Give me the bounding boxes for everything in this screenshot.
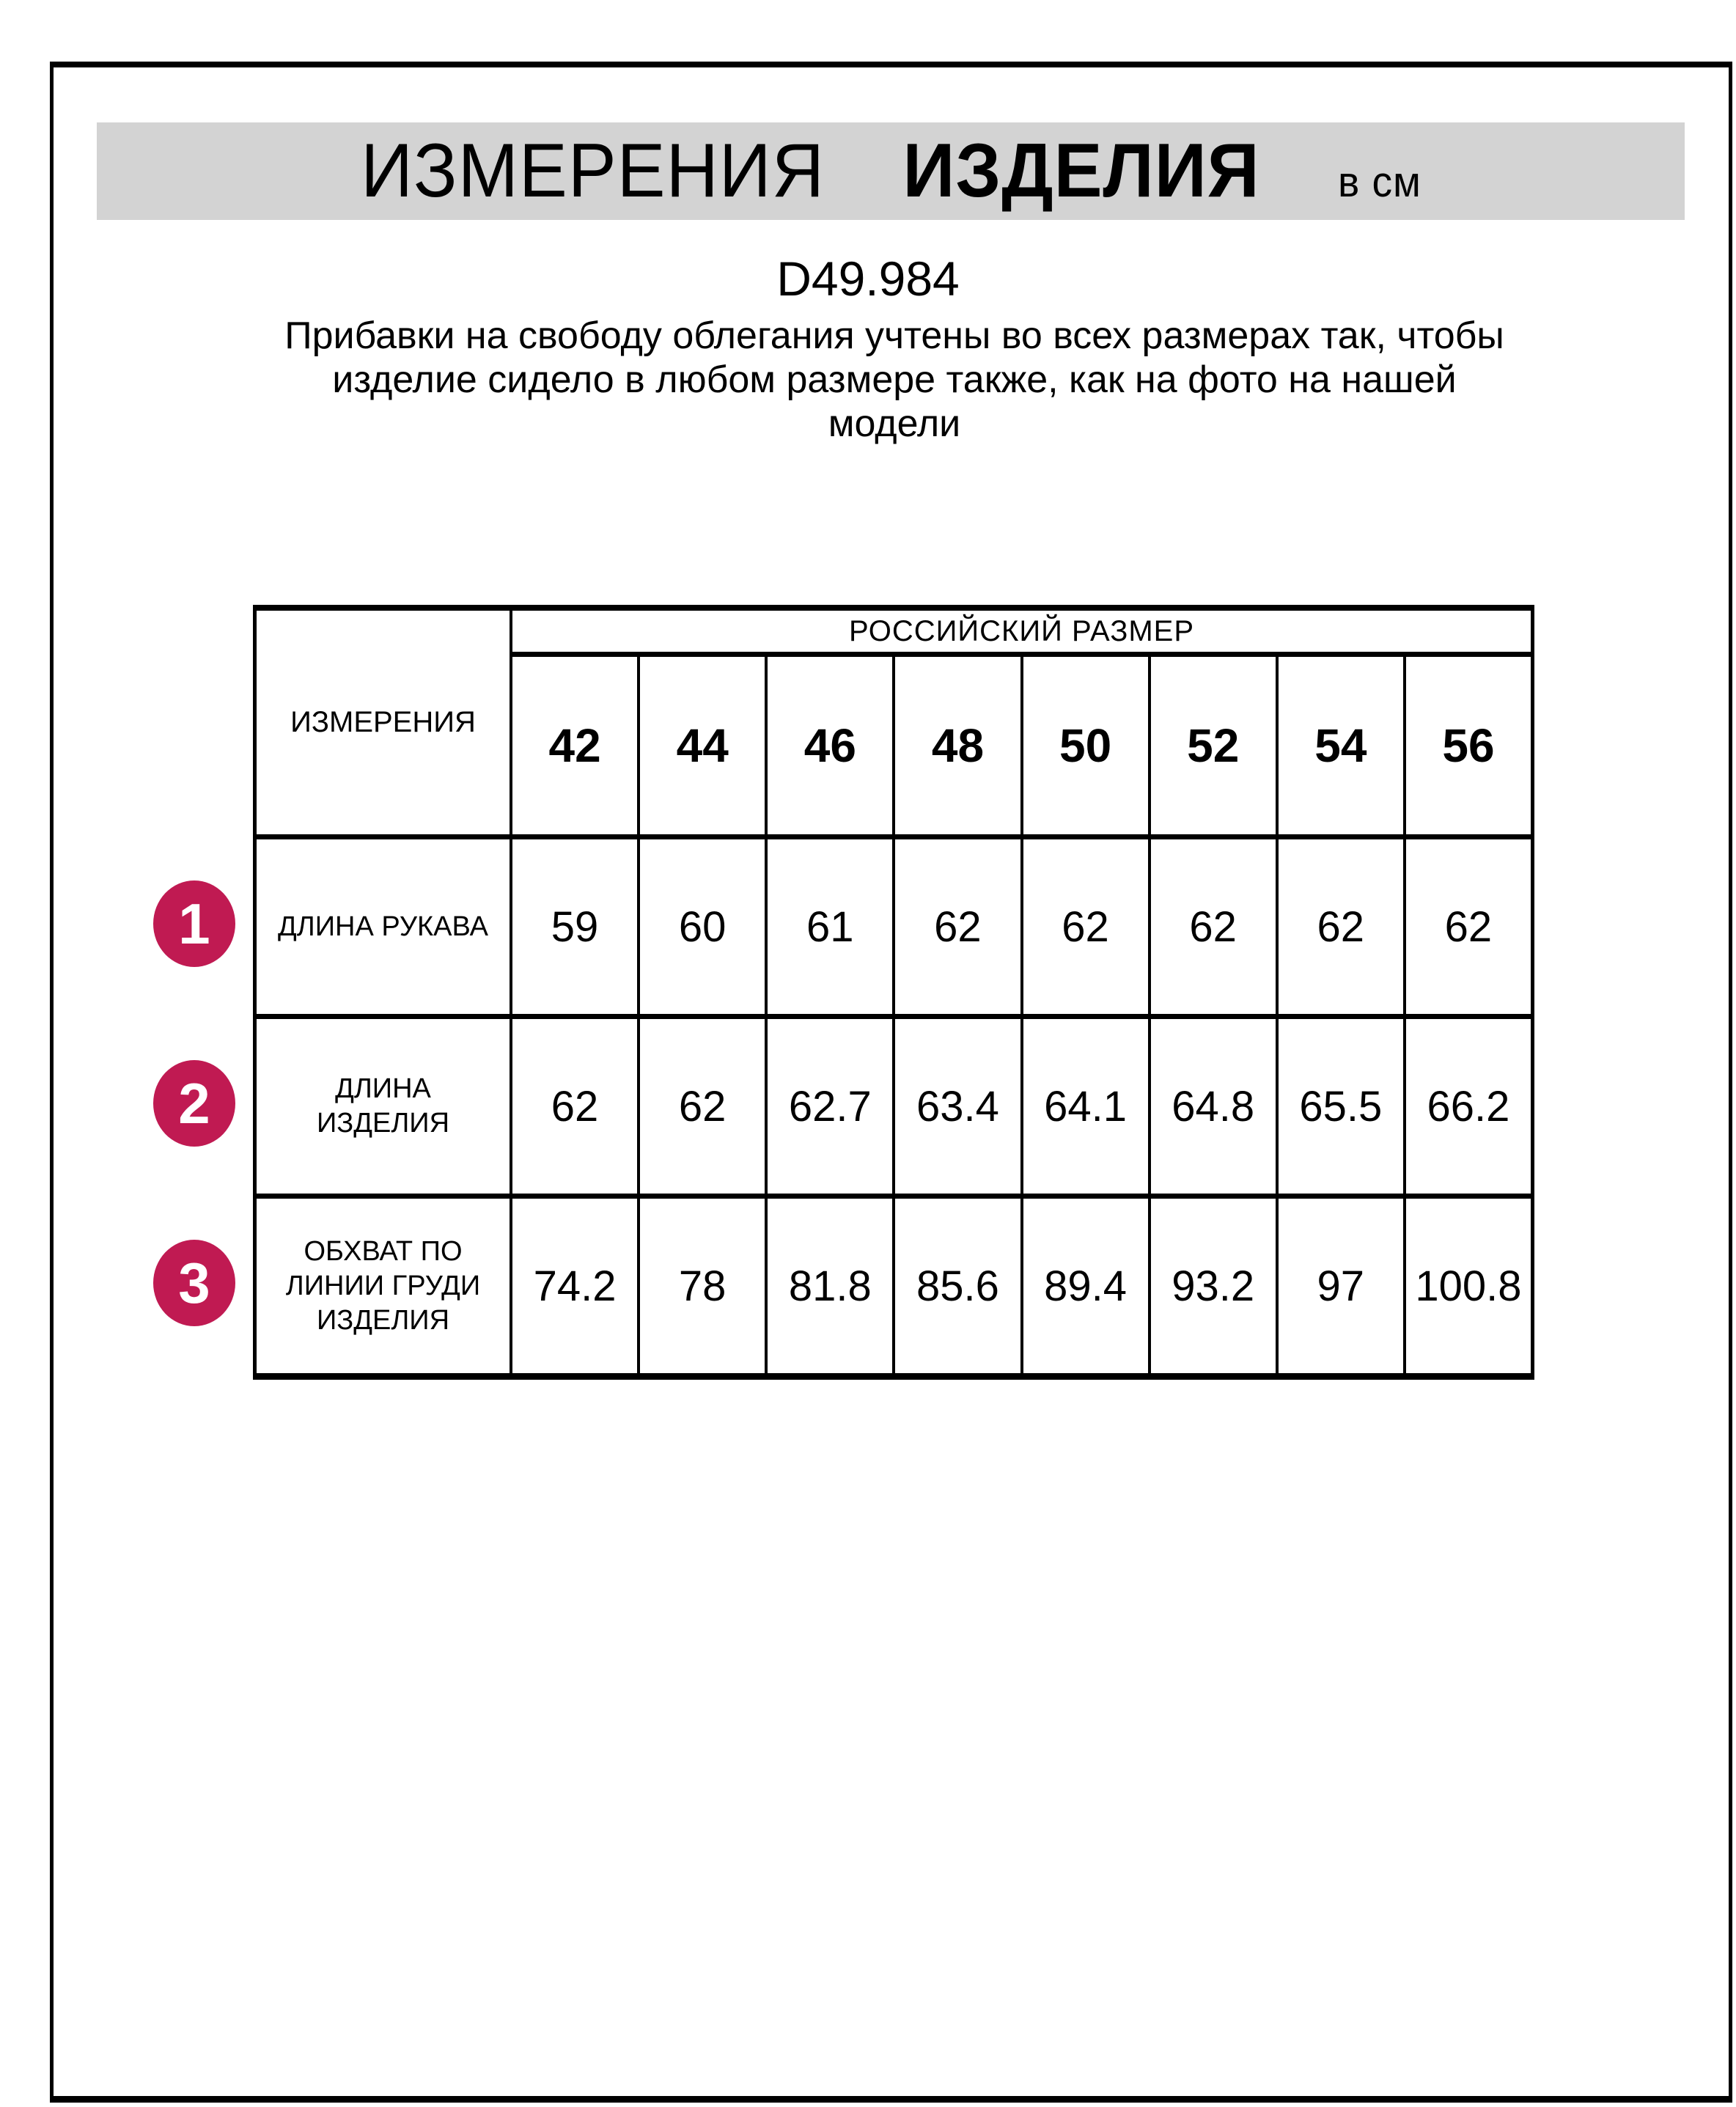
subtitle: Прибавки на свободу облегания учтены во … xyxy=(26,314,1736,446)
measurements-table: ИЗМЕРЕНИЯ РОССИЙСКИЙ РАЗМЕР 42 44 46 48 … xyxy=(253,605,1534,1380)
page-border-frame xyxy=(50,62,1732,2103)
row-number-badge-2: 2 xyxy=(153,1060,235,1147)
row-label-line: ИЗДЕЛИЯ xyxy=(316,1304,450,1336)
table-value: 97 xyxy=(1275,1194,1403,1373)
title-band: ИЗМЕРЕНИЯ ИЗДЕЛИЯ в см xyxy=(97,122,1685,220)
table-group-header-russian-size: РОССИЙСКИЙ РАЗМЕР xyxy=(510,611,1531,652)
table-value: 66.2 xyxy=(1402,1014,1531,1194)
row-number: 2 xyxy=(178,1070,210,1136)
product-code: D49.984 xyxy=(776,251,960,306)
row-number: 1 xyxy=(178,891,210,956)
table-value: 59 xyxy=(510,834,638,1014)
row-label-garment-length: ДЛИНА ИЗДЕЛИЯ xyxy=(257,1014,510,1194)
table-value: 64.8 xyxy=(1147,1014,1276,1194)
table-value: 62 xyxy=(1275,834,1403,1014)
table-value: 60 xyxy=(637,834,765,1014)
table-value: 81.8 xyxy=(765,1194,893,1373)
table-value: 65.5 xyxy=(1275,1014,1403,1194)
table-value: 61 xyxy=(765,834,893,1014)
size-column-header-54: 54 xyxy=(1275,652,1403,834)
size-column-header-52: 52 xyxy=(1147,652,1276,834)
table-value: 62 xyxy=(510,1014,638,1194)
row-number: 3 xyxy=(178,1250,210,1315)
table-value: 74.2 xyxy=(510,1194,638,1373)
row-label-line: ИЗДЕЛИЯ xyxy=(316,1108,450,1139)
size-column-header-56: 56 xyxy=(1402,652,1531,834)
size-column-header-42: 42 xyxy=(510,652,638,834)
table-value: 62 xyxy=(1402,834,1531,1014)
table-value: 93.2 xyxy=(1147,1194,1276,1373)
table-value: 62.7 xyxy=(765,1014,893,1194)
table-value: 85.6 xyxy=(892,1194,1020,1373)
title-unit-cm: в см xyxy=(1337,158,1421,206)
table-value: 100.8 xyxy=(1402,1194,1531,1373)
size-column-header-48: 48 xyxy=(892,652,1020,834)
table-value: 62 xyxy=(892,834,1020,1014)
row-label-sleeve-length: ДЛИНА РУКАВА xyxy=(257,834,510,1014)
row-label-line: ЛИНИИ ГРУДИ xyxy=(285,1270,481,1301)
table-corner-header: ИЗМЕРЕНИЯ xyxy=(290,706,476,738)
subtitle-line: изделие сидело в любом размере также, ка… xyxy=(332,358,1457,401)
size-column-header-46: 46 xyxy=(765,652,893,834)
size-column-header-50: 50 xyxy=(1020,652,1148,834)
row-number-badge-3: 3 xyxy=(153,1240,235,1326)
subtitle-line: Прибавки на свободу облегания учтены во … xyxy=(284,315,1504,357)
subtitle-line: модели xyxy=(828,402,961,445)
table-value: 63.4 xyxy=(892,1014,1020,1194)
row-label-chest-circumference: ОБХВАТ ПО ЛИНИИ ГРУДИ ИЗДЕЛИЯ xyxy=(257,1194,510,1373)
row-label-line: ОБХВАТ ПО xyxy=(304,1235,463,1267)
row-number-badge-1: 1 xyxy=(153,880,235,967)
size-column-header-44: 44 xyxy=(637,652,765,834)
table-value: 64.1 xyxy=(1020,1014,1148,1194)
page-title: ИЗМЕРЕНИЯ ИЗДЕЛИЯ в см xyxy=(361,128,1421,215)
table-value: 62 xyxy=(637,1014,765,1194)
table-value: 62 xyxy=(1147,834,1276,1014)
title-word-measurements: ИЗМЕРЕНИЯ xyxy=(360,128,825,213)
title-word-product: ИЗДЕЛИЯ xyxy=(902,128,1260,213)
table-value: 78 xyxy=(637,1194,765,1373)
row-label-line: ДЛИНА xyxy=(335,1073,431,1104)
table-value: 62 xyxy=(1020,834,1148,1014)
table-value: 89.4 xyxy=(1020,1194,1148,1373)
row-label-line: ДЛИНА РУКАВА xyxy=(278,911,488,942)
